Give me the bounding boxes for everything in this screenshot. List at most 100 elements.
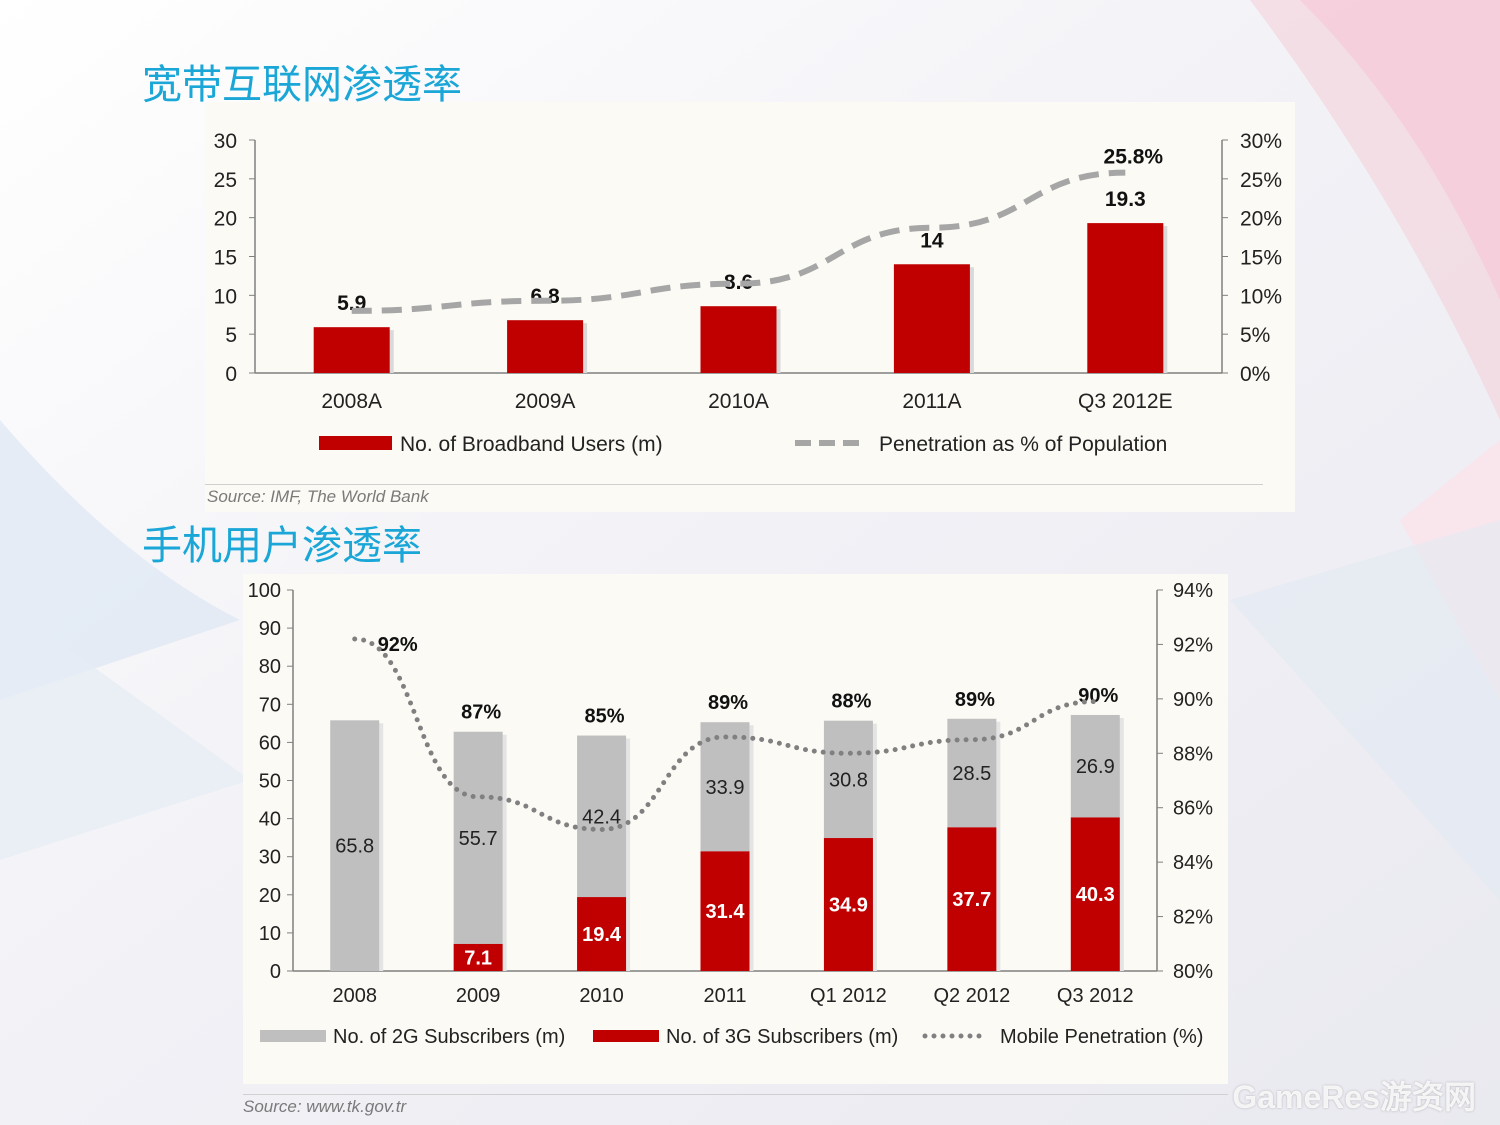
c1-y2-tick-label: 0% <box>1240 363 1270 386</box>
c2-y2-tick-label: 92% <box>1173 634 1213 656</box>
c1-y2-tick-label: 10% <box>1240 285 1282 308</box>
c2-bar-2g-label: 26.9 <box>1076 756 1115 778</box>
c1-y2-tick-label: 25% <box>1240 169 1282 192</box>
c1-y2-tick-label: 30% <box>1240 130 1282 153</box>
c1-bar-label: 14 <box>920 229 944 252</box>
c2-bar-3g-label: 34.9 <box>829 895 868 917</box>
c2-bar-2g-label: 28.5 <box>952 763 991 785</box>
c1-y2-tick-label: 20% <box>1240 208 1282 231</box>
watermark: GameRes游资网 <box>1232 1079 1476 1115</box>
c2-y-tick-label: 0 <box>270 961 281 983</box>
c2-y-tick-label: 20 <box>259 885 281 907</box>
c2-y-tick-label: 40 <box>259 809 281 831</box>
c2-bar-2g <box>330 720 380 971</box>
c2-bar-3g-label: 7.1 <box>464 947 492 969</box>
c1-bar <box>313 327 390 373</box>
chart2-source-rule <box>243 1094 1228 1095</box>
c2-bar-2g-label: 30.8 <box>829 769 868 791</box>
c2-bar-2g <box>1070 714 1120 818</box>
c1-x-tick-label: 2008A <box>321 390 382 413</box>
c2-bar-2g <box>947 718 997 828</box>
c2-bar-2g <box>700 722 750 852</box>
c2-y2-tick-label: 90% <box>1173 689 1213 711</box>
c1-bar <box>893 264 970 373</box>
c2-penetration-line <box>352 636 1098 832</box>
c2-y-tick-label: 60 <box>259 732 281 754</box>
c1-y-tick-label: 5 <box>225 324 237 347</box>
c1-line-label: 25.8% <box>1104 146 1164 169</box>
c2-bar-2g-label: 55.7 <box>459 828 498 850</box>
c2-x-tick-label: 2008 <box>332 985 377 1007</box>
c1-legend-bar-label: No. of Broadband Users (m) <box>400 433 663 456</box>
c2-x-tick-label: 2009 <box>456 985 501 1007</box>
c2-bar-3g <box>1070 817 1120 971</box>
c1-x-tick-label: 2010A <box>708 390 769 413</box>
c2-x-tick-label: 2010 <box>579 985 624 1007</box>
c2-legend-line-label: Mobile Penetration (%) <box>1000 1026 1203 1048</box>
c1-y2-tick-label: 15% <box>1240 247 1282 270</box>
c1-penetration-line <box>351 169 1126 314</box>
c2-penetration-label: 89% <box>955 689 995 711</box>
chart1-source-rule <box>205 484 1263 485</box>
c1-y-tick-label: 15 <box>214 247 237 270</box>
c1-bar-label: 19.3 <box>1105 188 1146 211</box>
c1-x-tick-label: Q3 2012E <box>1078 390 1173 413</box>
c1-legend-bar-swatch <box>319 436 392 450</box>
c2-y-tick-label: 100 <box>248 580 281 602</box>
c1-y-tick-label: 10 <box>214 285 237 308</box>
c2-bar-2g <box>823 720 873 839</box>
c2-bar-3g <box>947 827 997 971</box>
c1-y-tick-label: 25 <box>214 169 237 192</box>
c2-legend-2g-label: No. of 2G Subscribers (m) <box>333 1026 565 1048</box>
c1-y2-tick-label: 5% <box>1240 324 1270 347</box>
chart1-source: Source: IMF, The World Bank <box>207 487 429 506</box>
c2-bar-3g <box>700 851 750 971</box>
c1-bar <box>507 320 584 373</box>
c2-y-tick-label: 30 <box>259 847 281 869</box>
c2-y2-tick-label: 88% <box>1173 743 1213 765</box>
c2-penetration-label: 87% <box>461 702 501 724</box>
c1-x-tick-label: 2011A <box>902 390 961 413</box>
c2-penetration-label: 85% <box>585 706 625 728</box>
c2-y2-tick-label: 80% <box>1173 961 1213 983</box>
c2-bar-2g <box>453 731 503 944</box>
c2-penetration-label: 89% <box>708 692 748 714</box>
c1-bar <box>700 306 777 373</box>
c2-legend-3g-label: No. of 3G Subscribers (m) <box>666 1026 898 1048</box>
c2-y2-tick-label: 82% <box>1173 907 1213 929</box>
c2-bar-2g-label: 33.9 <box>706 777 745 799</box>
c2-legend-3g-swatch <box>593 1030 659 1042</box>
chart1-title: 宽带互联网渗透率 <box>142 62 462 108</box>
c1-y-tick-label: 30 <box>214 130 237 153</box>
c2-bar-3g <box>823 838 873 971</box>
c2-bar-3g <box>453 943 503 971</box>
c2-bar-2g <box>577 735 627 898</box>
c1-y-tick-label: 20 <box>214 208 237 231</box>
c2-bar-3g-label: 31.4 <box>706 901 746 923</box>
c2-x-tick-label: 2011 <box>703 985 746 1007</box>
c2-penetration-label: 92% <box>378 634 418 656</box>
c2-y-tick-label: 90 <box>259 618 281 640</box>
c2-bar-3g-label: 40.3 <box>1076 884 1115 906</box>
c2-y2-tick-label: 84% <box>1173 852 1213 874</box>
c2-bar-2g-label: 65.8 <box>335 836 374 858</box>
c2-bar-3g-label: 37.7 <box>952 889 991 911</box>
c2-legend-2g-swatch <box>260 1030 326 1042</box>
c2-penetration-label: 90% <box>1078 685 1118 707</box>
c1-x-tick-label: 2009A <box>515 390 576 413</box>
c2-y2-tick-label: 86% <box>1173 798 1213 820</box>
chart2-title: 手机用户渗透率 <box>142 523 422 569</box>
c1-bar-label: 8.6 <box>724 271 753 294</box>
c2-bar-2g-label: 42.4 <box>582 806 621 828</box>
c2-y-tick-label: 50 <box>259 771 281 793</box>
c1-legend-line-label: Penetration as % of Population <box>879 433 1167 456</box>
c2-y2-tick-label: 94% <box>1173 580 1213 602</box>
c1-bar <box>1087 223 1164 373</box>
chart2-source: Source: www.tk.gov.tr <box>243 1097 407 1116</box>
c2-x-tick-label: Q1 2012 <box>810 985 887 1007</box>
c2-x-tick-label: Q3 2012 <box>1057 985 1134 1007</box>
c2-x-tick-label: Q2 2012 <box>933 985 1010 1007</box>
c2-y-tick-label: 70 <box>259 694 281 716</box>
c2-y-tick-label: 10 <box>259 923 281 945</box>
c2-bar-3g <box>577 897 627 971</box>
